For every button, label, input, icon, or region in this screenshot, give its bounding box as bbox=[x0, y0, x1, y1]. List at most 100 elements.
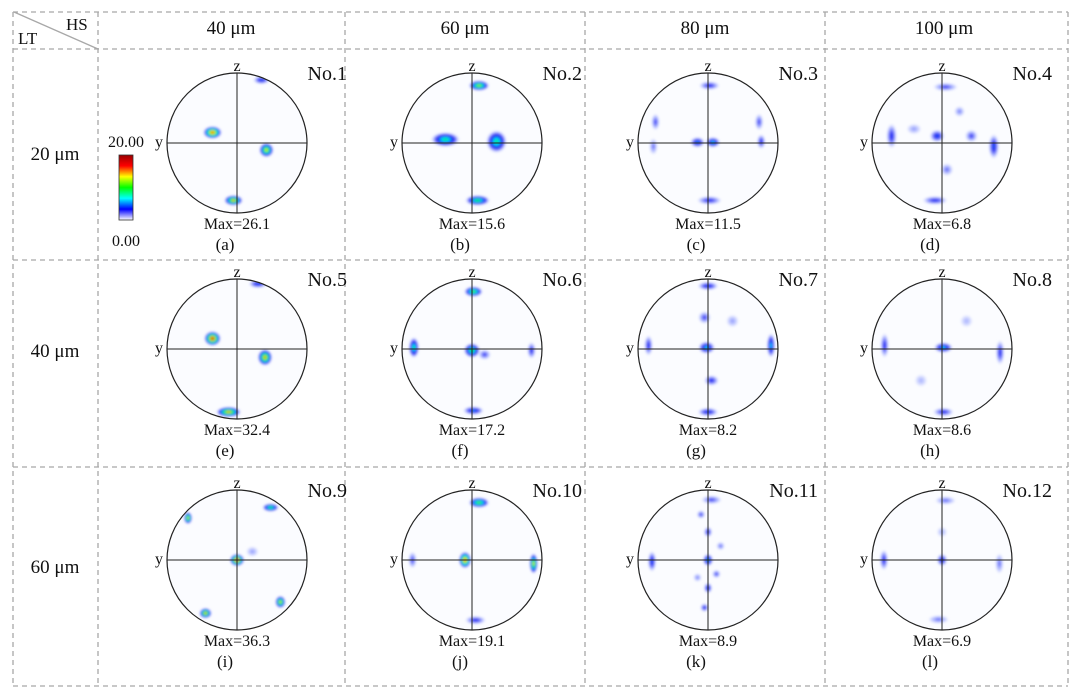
pole-figure-outline bbox=[401, 72, 543, 214]
intensity-peak bbox=[204, 612, 207, 615]
pole-figure-panel: z y No.2 Max=15.6 (b) bbox=[390, 58, 582, 254]
intensity-peak bbox=[970, 135, 973, 137]
intensity-peak bbox=[652, 145, 655, 148]
colorbar: 20.00 0.00 bbox=[108, 134, 144, 250]
corner-diagonal bbox=[13, 11, 99, 50]
intensity-peak bbox=[226, 411, 231, 413]
max-intensity-label: Max=15.6 bbox=[439, 216, 505, 233]
intensity-peak bbox=[251, 550, 254, 553]
corner-col-axis-label: HS bbox=[66, 15, 88, 34]
max-intensity-label: Max=6.8 bbox=[913, 216, 971, 233]
intensity-peak bbox=[279, 601, 282, 603]
pole-figure-panel: z y No.10 Max=19.1 (j) bbox=[390, 475, 582, 671]
intensity-peak bbox=[696, 576, 699, 579]
panel-letter: (h) bbox=[920, 441, 940, 460]
intensity-peak bbox=[943, 86, 948, 88]
intensity-peak bbox=[936, 618, 941, 621]
intensity-peak bbox=[265, 148, 268, 152]
colorbar-gradient bbox=[118, 154, 134, 221]
sample-number: No.9 bbox=[308, 480, 347, 502]
column-header-40: 40 μm bbox=[207, 18, 256, 39]
intensity-peak bbox=[941, 411, 946, 413]
sample-number: No.8 bbox=[1013, 269, 1052, 291]
max-intensity-label: Max=32.4 bbox=[204, 422, 270, 439]
z-axis-label: z bbox=[704, 475, 711, 492]
y-axis-label: y bbox=[860, 134, 868, 151]
intensity-peak bbox=[211, 337, 214, 340]
y-axis-label: y bbox=[626, 134, 634, 151]
intensity-peak bbox=[471, 409, 476, 412]
row-header-60: 60 μm bbox=[31, 557, 80, 578]
intensity-peak bbox=[475, 199, 480, 202]
max-intensity-label: Max=6.9 bbox=[913, 633, 971, 650]
y-axis-label: y bbox=[626, 551, 634, 568]
intensity-peak bbox=[709, 499, 714, 501]
y-axis-label: y bbox=[155, 340, 163, 357]
intensity-peak bbox=[719, 545, 722, 547]
intensity-peak bbox=[703, 606, 706, 609]
intensity-peak bbox=[477, 84, 481, 87]
panel-letter: (g) bbox=[686, 441, 706, 460]
z-axis-label: z bbox=[704, 264, 711, 281]
intensity-peak bbox=[651, 559, 653, 564]
y-axis-label: y bbox=[626, 340, 634, 357]
panel-letter: (c) bbox=[687, 235, 706, 254]
intensity-peak bbox=[256, 283, 260, 285]
intensity-peak bbox=[654, 120, 657, 124]
z-axis-label: z bbox=[704, 58, 711, 75]
max-intensity-label: Max=11.5 bbox=[675, 216, 741, 233]
z-axis-label: z bbox=[233, 264, 240, 281]
intensity-peak bbox=[715, 573, 718, 575]
y-axis-label: y bbox=[860, 551, 868, 568]
intensity-peak bbox=[958, 110, 961, 113]
panels: z y No.1 Max=26.1 (a) z y No.2 Max=15.6 (b) z y No.3… bbox=[155, 58, 1052, 671]
panel-letter: (i) bbox=[217, 652, 233, 671]
intensity-peak bbox=[707, 84, 712, 87]
z-axis-label: z bbox=[468, 475, 475, 492]
intensity-peak bbox=[933, 199, 937, 202]
intensity-peak bbox=[232, 199, 235, 202]
intensity-peak bbox=[260, 79, 263, 81]
corner-row-axis-label: LT bbox=[18, 29, 38, 48]
z-axis-label: z bbox=[938, 264, 945, 281]
pole-figure-outline bbox=[871, 72, 1013, 214]
intensity-peak bbox=[770, 343, 772, 348]
panel-letter: (e) bbox=[216, 441, 235, 460]
pole-figure-panel: z y No.9 Max=36.3 (i) bbox=[155, 475, 347, 671]
intensity-peak bbox=[413, 345, 415, 350]
panel-letter: (a) bbox=[216, 235, 235, 254]
z-axis-label: z bbox=[938, 475, 945, 492]
intensity-peak bbox=[477, 501, 481, 504]
panel-letter: (j) bbox=[452, 652, 468, 671]
intensity-peak bbox=[992, 144, 995, 149]
y-axis-label: y bbox=[860, 340, 868, 357]
sample-number: No.1 bbox=[308, 63, 347, 85]
z-axis-label: z bbox=[468, 264, 475, 281]
table-gridlines bbox=[12, 11, 1069, 687]
intensity-peak bbox=[965, 320, 968, 322]
row-header-20: 20 μm bbox=[31, 144, 80, 165]
sample-number: No.12 bbox=[1003, 480, 1052, 502]
intensity-peak bbox=[941, 346, 945, 349]
intensity-peak bbox=[443, 138, 448, 141]
pole-figure-outline bbox=[637, 72, 779, 214]
y-axis-label: y bbox=[390, 551, 398, 568]
sample-number: No.11 bbox=[769, 480, 818, 502]
pole-figure-outline bbox=[637, 278, 779, 420]
pole-figure-outline bbox=[401, 489, 543, 631]
intensity-peak bbox=[890, 134, 893, 138]
z-axis-label: z bbox=[233, 475, 240, 492]
intensity-peak bbox=[943, 499, 948, 502]
pole-figure-outline bbox=[166, 278, 308, 420]
intensity-peak bbox=[945, 168, 948, 171]
column-header-100: 100 μm bbox=[915, 18, 973, 39]
intensity-peak bbox=[473, 619, 478, 621]
intensity-peak bbox=[760, 140, 762, 143]
panel-letter: (k) bbox=[686, 652, 706, 671]
intensity-peak bbox=[483, 353, 486, 356]
sample-number: No.4 bbox=[1013, 63, 1052, 85]
pole-figure-panel: z y No.7 Max=8.2 (g) bbox=[626, 264, 818, 460]
z-axis-label: z bbox=[233, 58, 240, 75]
sample-number: No.6 bbox=[543, 269, 582, 291]
max-intensity-label: Max=36.3 bbox=[204, 633, 270, 650]
